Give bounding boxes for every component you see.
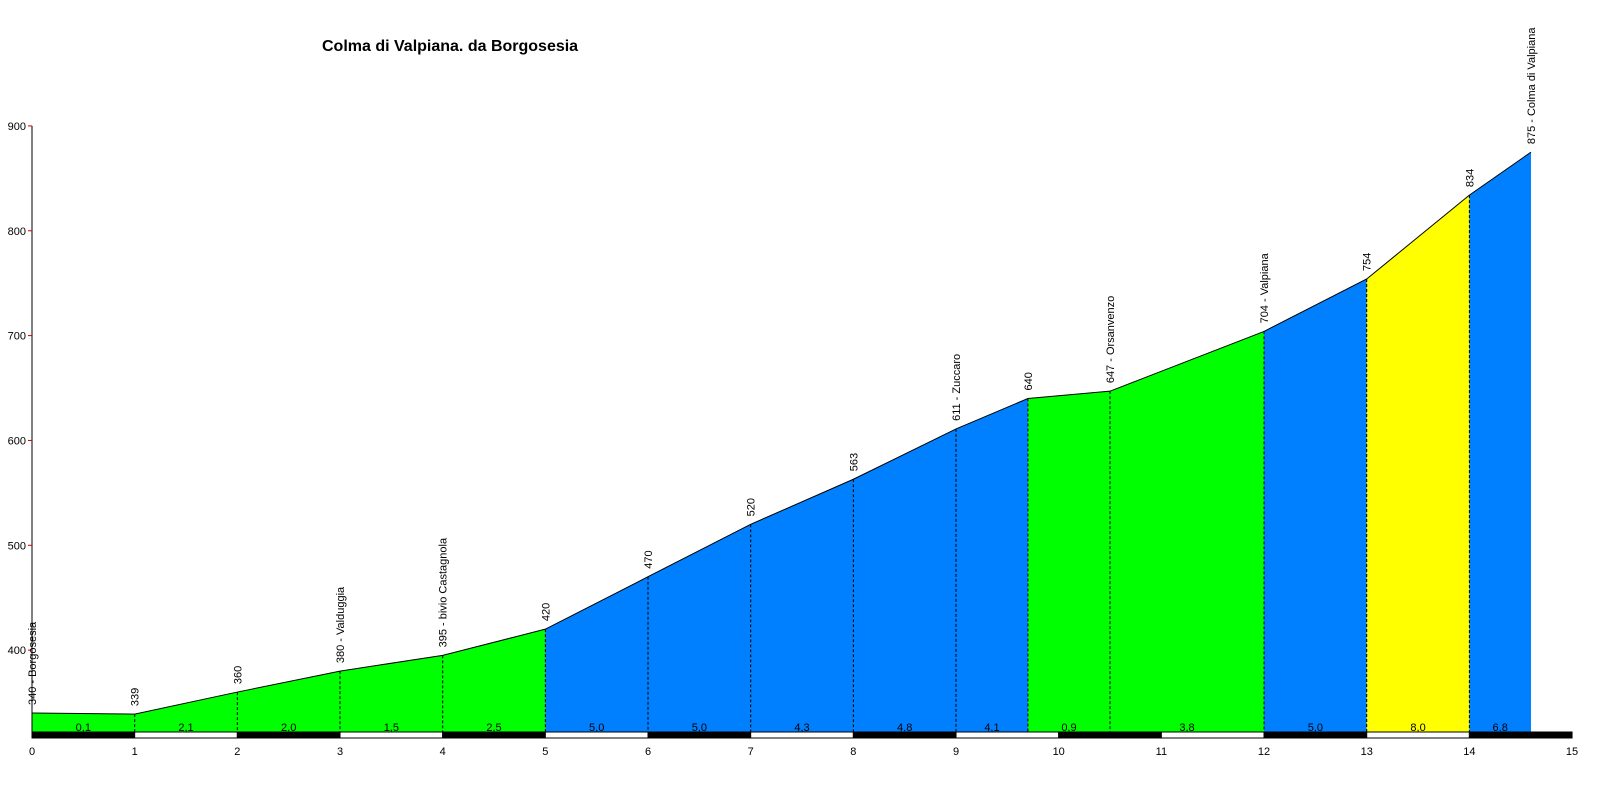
x-tick-label: 7 <box>748 746 754 758</box>
profile-segment <box>32 713 135 734</box>
x-tick-label: 1 <box>132 746 138 758</box>
x-tick-label: 11 <box>1156 746 1167 758</box>
profile-segment <box>1469 152 1531 734</box>
y-tick-label: 400 <box>8 645 26 657</box>
elevation-label: 640 <box>1023 372 1035 390</box>
gradient-label: 3,8 <box>1179 722 1194 734</box>
profile-segment <box>1366 195 1470 734</box>
y-tick-label: 800 <box>8 226 26 238</box>
x-tick-label: 4 <box>440 746 446 758</box>
gradient-label: 4,8 <box>897 722 912 734</box>
elevation-label: 611 - Zuccaro <box>951 354 963 421</box>
x-tick-label: 8 <box>850 746 856 758</box>
elevation-label: 360 <box>232 666 244 684</box>
elevation-label: 470 <box>643 550 655 568</box>
elevation-label: 339 <box>130 688 142 706</box>
gradient-label: 6,8 <box>1493 722 1508 734</box>
x-tick-label: 2 <box>234 746 240 758</box>
gradient-label: 4,3 <box>794 722 809 734</box>
gradient-label: 1,5 <box>384 722 399 734</box>
elevation-label: 754 <box>1362 253 1374 271</box>
x-tick-label: 6 <box>645 746 651 758</box>
x-tick-label: 10 <box>1053 746 1065 758</box>
gradient-label: 0,1 <box>76 722 91 734</box>
elevation-label: 340 - Borgosesia <box>27 621 39 705</box>
gradient-label: 0,9 <box>1061 722 1076 734</box>
elevation-label: 834 <box>1464 169 1476 187</box>
km-scale-bar <box>1160 731 1265 739</box>
profile-segment <box>648 524 751 734</box>
y-tick-label: 900 <box>8 121 26 133</box>
x-tick-label: 12 <box>1258 746 1270 758</box>
x-tick-label: 0 <box>29 746 35 758</box>
y-tick-label: 700 <box>8 331 26 343</box>
gradient-label: 4,1 <box>984 722 999 734</box>
gradient-label: 2,0 <box>281 722 296 734</box>
x-tick-label: 9 <box>953 746 959 758</box>
profile-segment <box>1110 331 1265 734</box>
elevation-label: 647 - Orsanvenzo <box>1105 296 1117 383</box>
profile-line <box>31 151 1532 715</box>
profile-segment <box>853 428 957 734</box>
elevation-label: 704 - Valpiana <box>1259 252 1271 323</box>
profile-segment <box>442 629 546 734</box>
gradient-label: 2,5 <box>486 722 501 734</box>
gradient-label: 8,0 <box>1410 722 1425 734</box>
elevation-label: 420 <box>540 603 552 621</box>
x-tick-label: 13 <box>1361 746 1373 758</box>
gradient-label: 5,0 <box>692 722 707 734</box>
chart-title: Colma di Valpiana. da Borgosesia <box>322 38 579 55</box>
profile-segment <box>1264 278 1367 734</box>
profile-segment <box>134 692 238 734</box>
elevation-label: 520 <box>746 498 758 516</box>
profile-segment <box>1027 391 1111 734</box>
elevation-label: 875 - Colma di Valpiana <box>1526 27 1538 144</box>
y-tick-label: 500 <box>8 540 26 552</box>
elevation-label: 563 <box>848 453 860 471</box>
profile-segment <box>750 479 854 734</box>
elevation-label: 380 - Valduggia <box>335 586 347 663</box>
x-tick-label: 15 <box>1566 746 1578 758</box>
x-tick-label: 5 <box>542 746 548 758</box>
km-scale-bar <box>955 731 1060 739</box>
profile-segment <box>340 655 443 734</box>
profile-segment <box>545 576 649 734</box>
x-tick-label: 3 <box>337 746 343 758</box>
gradient-label: 5,0 <box>1308 722 1323 734</box>
gradient-label: 2,1 <box>178 722 193 734</box>
gradient-label: 5,0 <box>589 722 604 734</box>
y-tick-label: 600 <box>8 435 26 447</box>
elevation-label: 395 - bivio Castagnola <box>438 537 450 647</box>
profile-segment <box>956 398 1028 734</box>
km-scale-bar <box>1530 732 1573 738</box>
x-tick-label: 14 <box>1463 746 1475 758</box>
